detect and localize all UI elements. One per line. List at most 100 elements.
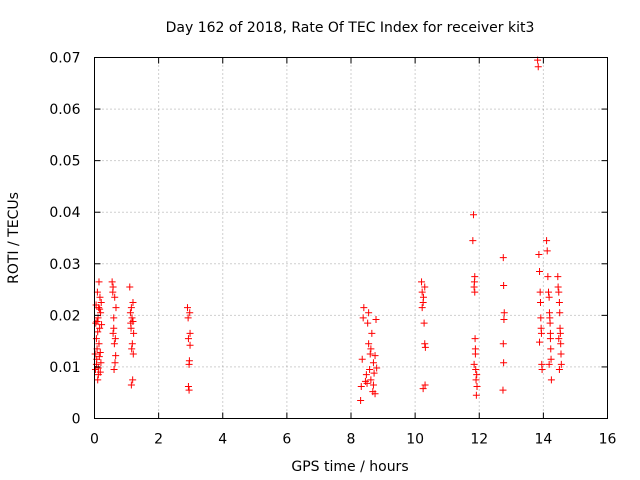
y-tick-label: 0 <box>72 412 81 428</box>
data-point <box>129 298 137 306</box>
data-point <box>546 319 554 327</box>
data-point <box>96 293 104 301</box>
data-point <box>366 350 374 358</box>
data-point <box>186 329 194 337</box>
data-point <box>547 376 555 384</box>
data-point <box>418 304 426 312</box>
data-point <box>127 381 135 389</box>
data-point <box>183 304 191 312</box>
data-point <box>421 343 429 351</box>
data-point <box>357 396 365 404</box>
data-point <box>472 376 480 384</box>
data-point <box>96 348 104 356</box>
data-point <box>554 283 562 291</box>
data-point <box>186 309 194 317</box>
data-point <box>473 371 481 379</box>
x-tick-label: 14 <box>534 432 552 448</box>
data-point <box>365 340 373 348</box>
data-points <box>91 56 565 404</box>
data-point <box>95 340 103 348</box>
data-point <box>500 359 508 367</box>
data-point <box>472 391 480 399</box>
data-point <box>545 293 553 301</box>
data-point <box>537 314 545 322</box>
data-point <box>366 366 374 374</box>
x-tick-label: 16 <box>599 432 617 448</box>
data-point <box>185 357 193 365</box>
data-point <box>111 359 119 367</box>
data-point <box>537 329 545 337</box>
data-point <box>97 309 105 317</box>
data-point <box>184 383 192 391</box>
y-tick-label: 0.05 <box>49 154 80 170</box>
data-point <box>536 268 544 276</box>
data-point <box>360 304 368 312</box>
data-point <box>544 273 552 281</box>
data-point <box>110 314 118 322</box>
data-point <box>471 350 479 358</box>
data-point <box>419 385 427 393</box>
data-point <box>367 345 375 353</box>
data-point <box>555 335 563 343</box>
data-point <box>545 360 553 368</box>
data-point <box>543 237 551 245</box>
data-point <box>555 288 563 296</box>
data-point <box>357 383 365 391</box>
data-point <box>112 304 120 312</box>
data-point <box>538 366 546 374</box>
data-point <box>109 329 117 337</box>
data-point <box>129 318 137 326</box>
data-point <box>127 324 135 332</box>
data-point <box>418 288 426 296</box>
data-point <box>363 379 371 387</box>
data-point <box>358 355 366 363</box>
y-tick-label: 0.07 <box>49 51 80 67</box>
x-tick-label: 4 <box>218 432 227 448</box>
data-point <box>536 338 544 346</box>
data-point <box>546 335 554 343</box>
data-point <box>555 366 563 374</box>
data-point <box>373 364 381 372</box>
data-point <box>500 309 508 317</box>
data-point <box>547 345 555 353</box>
data-point <box>93 288 101 296</box>
data-point <box>499 254 507 262</box>
data-point <box>185 386 193 394</box>
data-point <box>370 369 378 377</box>
data-point <box>108 278 116 286</box>
x-tick-label: 6 <box>282 432 291 448</box>
data-point <box>110 366 118 374</box>
data-point <box>556 309 564 317</box>
y-tick-label: 0.01 <box>49 360 80 376</box>
data-point <box>556 329 564 337</box>
x-tick-label: 8 <box>347 432 356 448</box>
data-point <box>543 247 551 255</box>
data-point <box>555 298 563 306</box>
y-tick-label: 0.02 <box>49 308 80 324</box>
data-point <box>128 314 136 322</box>
data-point <box>470 360 478 368</box>
data-point <box>472 366 480 374</box>
data-point <box>97 298 105 306</box>
y-tick-label: 0.04 <box>49 205 80 221</box>
data-point <box>111 293 119 301</box>
data-point <box>96 368 104 376</box>
data-point <box>500 281 508 289</box>
data-point <box>545 288 553 296</box>
data-point <box>95 304 103 312</box>
axis-ticks <box>94 57 608 419</box>
data-point <box>372 315 380 323</box>
data-point <box>126 283 134 291</box>
data-point <box>367 376 375 384</box>
data-point <box>535 251 543 259</box>
data-point <box>128 345 136 353</box>
data-point <box>499 386 507 394</box>
data-point <box>98 321 106 329</box>
data-point <box>536 288 544 296</box>
data-point <box>184 314 192 322</box>
x-tick-label: 12 <box>470 432 488 448</box>
data-point <box>420 319 428 327</box>
data-point <box>536 298 544 306</box>
data-point <box>94 364 102 372</box>
x-axis-label: GPS time / hours <box>291 459 408 475</box>
